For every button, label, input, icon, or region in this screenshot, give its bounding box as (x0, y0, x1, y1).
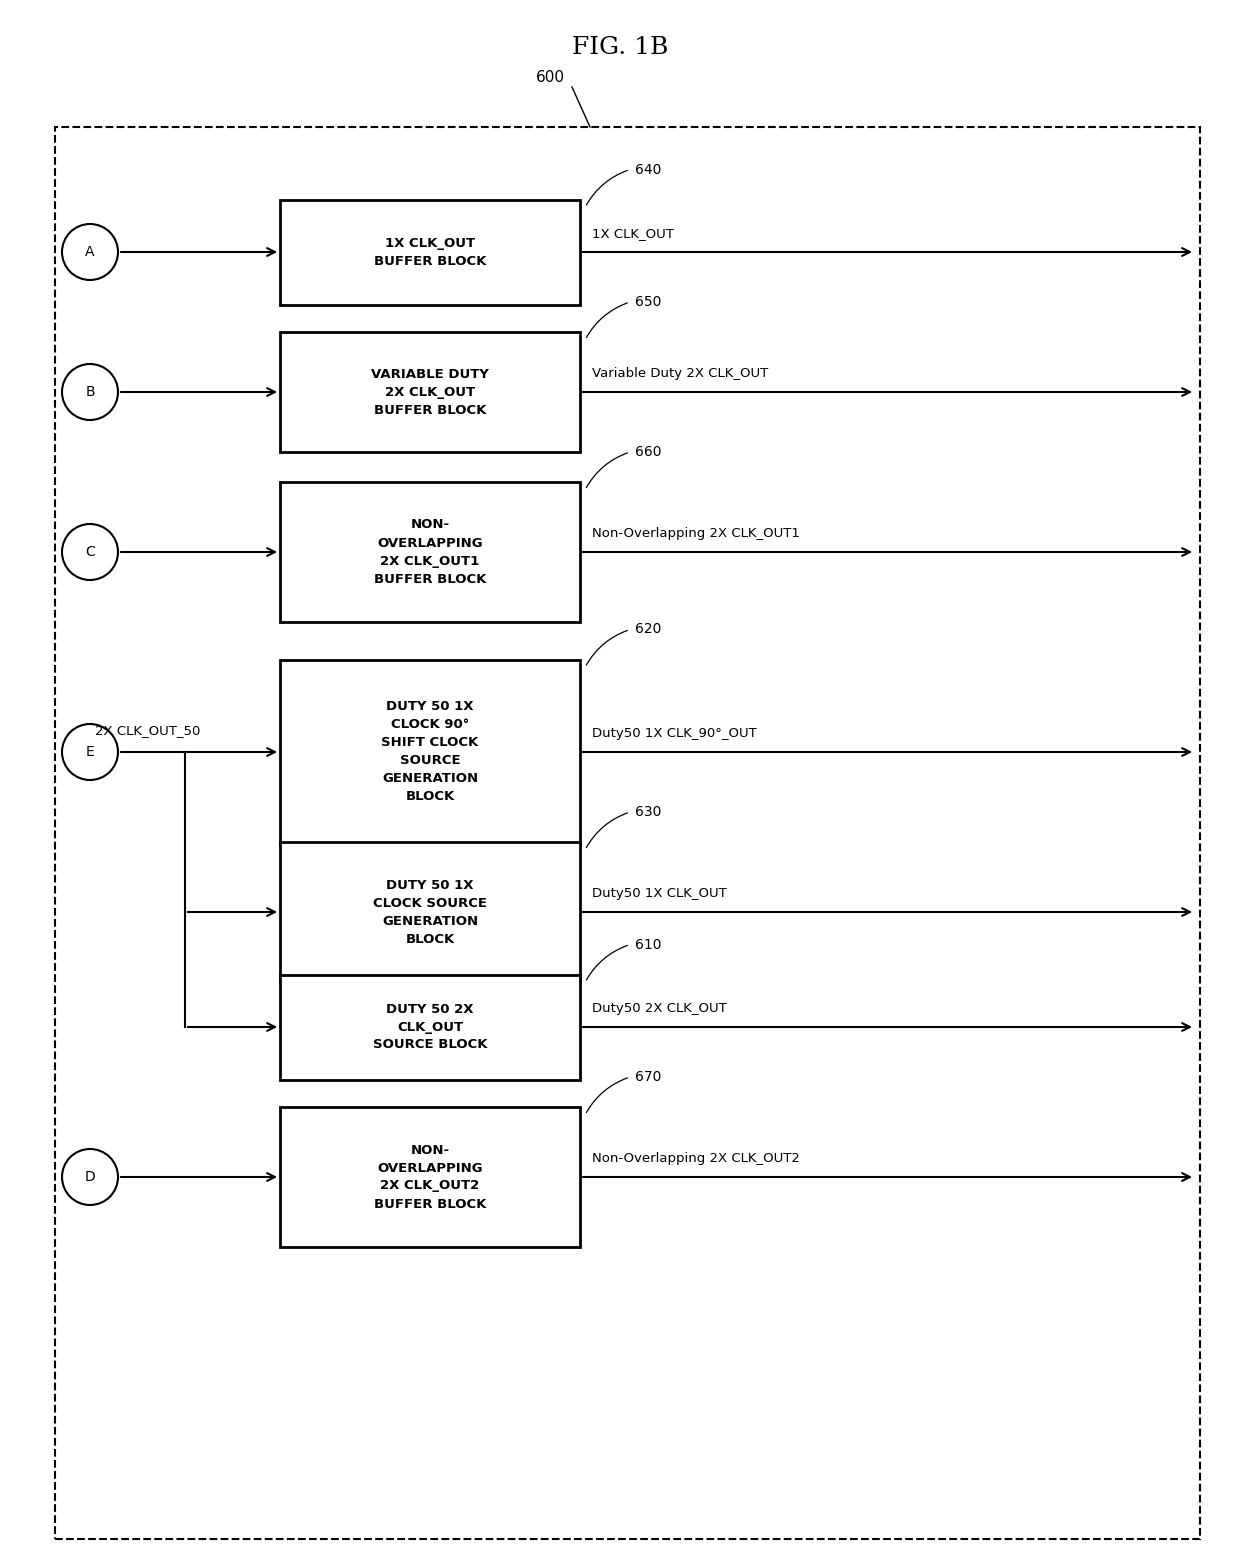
Text: DUTY 50 2X
CLK_OUT
SOURCE BLOCK: DUTY 50 2X CLK_OUT SOURCE BLOCK (373, 1003, 487, 1051)
Text: DUTY 50 1X
CLOCK SOURCE
GENERATION
BLOCK: DUTY 50 1X CLOCK SOURCE GENERATION BLOCK (373, 878, 487, 945)
Text: 640: 640 (635, 162, 661, 176)
Text: Duty50 2X CLK_OUT: Duty50 2X CLK_OUT (591, 1003, 727, 1015)
Bar (280, 1107, 580, 1247)
Text: 2X CLK_OUT_50: 2X CLK_OUT_50 (95, 724, 201, 736)
Text: 630: 630 (635, 805, 661, 819)
Text: NON-
OVERLAPPING
2X CLK_OUT1
BUFFER BLOCK: NON- OVERLAPPING 2X CLK_OUT1 BUFFER BLOC… (373, 518, 486, 585)
Text: 660: 660 (635, 445, 661, 459)
Text: 670: 670 (635, 1070, 661, 1084)
Text: E: E (86, 744, 94, 758)
Text: DUTY 50 1X
CLOCK 90°
SHIFT CLOCK
SOURCE
GENERATION
BLOCK: DUTY 50 1X CLOCK 90° SHIFT CLOCK SOURCE … (382, 701, 479, 803)
Circle shape (62, 525, 118, 581)
Text: 610: 610 (635, 937, 661, 951)
Circle shape (62, 1149, 118, 1205)
Text: 650: 650 (635, 294, 661, 308)
Bar (280, 660, 580, 844)
Text: 1X CLK_OUT: 1X CLK_OUT (591, 227, 673, 240)
Text: Variable Duty 2X CLK_OUT: Variable Duty 2X CLK_OUT (591, 367, 769, 380)
Bar (280, 975, 580, 1079)
Text: Non-Overlapping 2X CLK_OUT2: Non-Overlapping 2X CLK_OUT2 (591, 1152, 800, 1165)
Text: C: C (86, 545, 95, 559)
Circle shape (62, 724, 118, 780)
Text: A: A (86, 244, 94, 258)
Bar (280, 199, 580, 305)
Bar (280, 332, 580, 452)
Text: NON-
OVERLAPPING
2X CLK_OUT2
BUFFER BLOCK: NON- OVERLAPPING 2X CLK_OUT2 BUFFER BLOC… (373, 1143, 486, 1210)
Text: B: B (86, 385, 94, 399)
Text: 1X CLK_OUT
BUFFER BLOCK: 1X CLK_OUT BUFFER BLOCK (373, 237, 486, 268)
Bar (280, 483, 580, 621)
Text: VARIABLE DUTY
2X CLK_OUT
BUFFER BLOCK: VARIABLE DUTY 2X CLK_OUT BUFFER BLOCK (371, 367, 489, 417)
Text: Non-Overlapping 2X CLK_OUT1: Non-Overlapping 2X CLK_OUT1 (591, 526, 800, 540)
Text: D: D (84, 1169, 95, 1183)
Circle shape (62, 224, 118, 280)
Text: 600: 600 (536, 70, 564, 86)
Text: Duty50 1X CLK_90°_OUT: Duty50 1X CLK_90°_OUT (591, 727, 756, 740)
Text: FIG. 1B: FIG. 1B (572, 36, 668, 59)
Bar (280, 842, 580, 982)
Circle shape (62, 364, 118, 420)
Text: Duty50 1X CLK_OUT: Duty50 1X CLK_OUT (591, 887, 727, 900)
Text: 620: 620 (635, 623, 661, 637)
